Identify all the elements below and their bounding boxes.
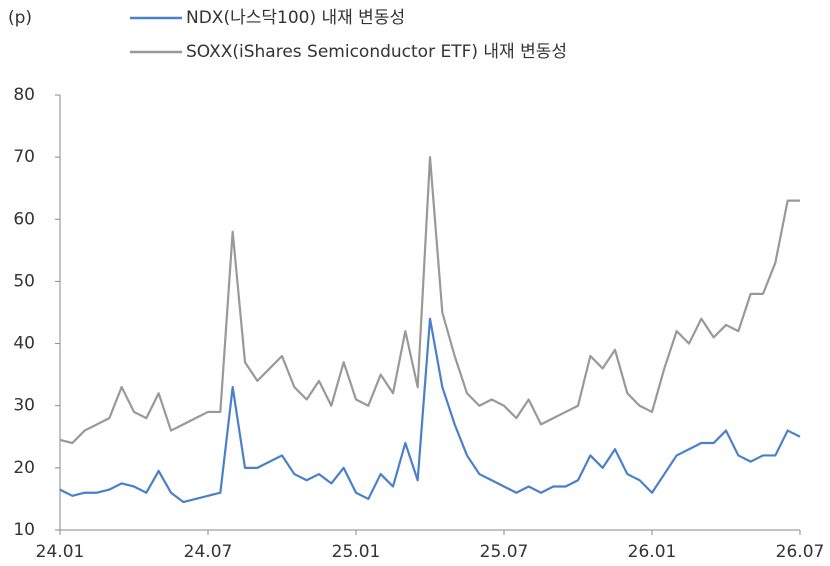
x-tick-label: 26.07 [776,542,825,562]
y-unit-label: (p) [8,8,32,28]
y-tick-label: 50 [13,271,35,291]
legend-label: SOXX(iShares Semiconductor ETF) 내재 변동성 [186,42,567,62]
y-tick-label: 60 [13,209,35,229]
y-tick-label: 10 [13,520,35,540]
x-tick-label: 25.01 [332,542,381,562]
y-tick-label: 30 [13,396,35,416]
y-tick-label: 70 [13,147,35,167]
x-tick-label: 25.07 [480,542,529,562]
legend-label: NDX(나스닥100) 내재 변동성 [186,8,405,28]
x-tick-label: 24.01 [36,542,85,562]
x-tick-label: 24.07 [184,542,233,562]
y-tick-label: 40 [13,334,35,354]
series-line [59,156,800,445]
x-tick-label: 26.01 [628,542,677,562]
series-line [59,317,801,504]
y-tick-label: 80 [13,85,35,105]
y-tick-label: 20 [13,458,35,478]
